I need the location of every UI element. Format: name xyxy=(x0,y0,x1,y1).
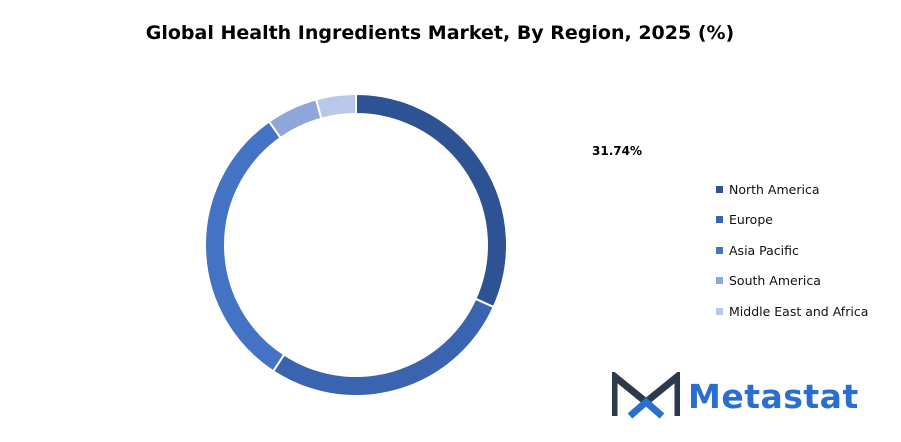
legend-swatch xyxy=(716,307,723,315)
data-label-north-america: 31.74% xyxy=(592,144,642,158)
legend-label: Asia Pacific xyxy=(729,242,799,258)
legend-item-europe: Europe xyxy=(716,205,868,236)
legend-swatch xyxy=(716,216,723,224)
chart-title: Global Health Ingredients Market, By Reg… xyxy=(145,22,735,44)
slice-middle-east-and-africa xyxy=(314,92,357,120)
metastat-logo-icon xyxy=(612,372,680,419)
brand-name: Metastat xyxy=(688,376,859,416)
legend-swatch xyxy=(716,246,723,254)
legend-item-north-america: North America xyxy=(716,174,868,205)
legend-label: Europe xyxy=(729,212,773,228)
legend-item-asia-pacific: Asia Pacific xyxy=(716,235,868,266)
metastat-logo: Metastat xyxy=(612,372,859,420)
legend-item-south-america: South America xyxy=(716,266,868,297)
legend-label: South America xyxy=(729,273,821,289)
slice-south-america xyxy=(267,98,323,140)
legend-item-middle-east-and-africa: Middle East and Africa xyxy=(716,296,868,327)
legend-swatch xyxy=(716,185,723,193)
legend: North America Europe Asia Pacific South Ame… xyxy=(716,174,868,327)
slice-asia-pacific xyxy=(204,120,286,373)
legend-label: North America xyxy=(729,181,820,197)
slice-north-america xyxy=(355,92,508,309)
slice-europe xyxy=(271,297,495,397)
legend-swatch xyxy=(716,277,723,285)
legend-label: Middle East and Africa xyxy=(729,303,869,319)
